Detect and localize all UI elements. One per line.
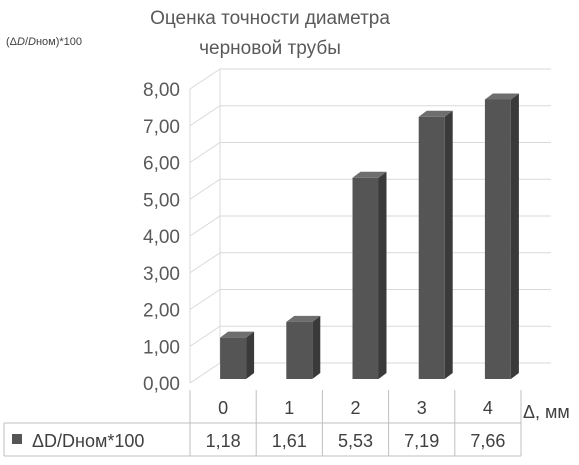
- bar-top: [418, 110, 453, 117]
- y-tick-label: 5,00: [143, 190, 180, 211]
- data-table-value: 7,66: [470, 431, 505, 451]
- x-tick-label: 1: [284, 398, 294, 418]
- data-table-value: 7,19: [404, 431, 439, 451]
- gridline: [189, 68, 551, 90]
- x-tick-label: 4: [483, 398, 493, 418]
- x-tick-label: 0: [218, 398, 228, 418]
- chart-title-line-2: черновой трубы: [199, 38, 341, 59]
- chart-title-line-1: Оценка точности диаметра: [150, 8, 390, 29]
- legend-swatch: [12, 434, 22, 444]
- y-axis-label: (ΔD/Dном)*100: [6, 36, 82, 48]
- data-table-value: 1,61: [272, 431, 307, 451]
- bar: [220, 337, 247, 379]
- bar-top: [352, 171, 387, 178]
- bar: [418, 116, 445, 379]
- bar: [352, 177, 379, 379]
- chart-title: Оценка точности диаметра черновой трубы: [120, 4, 420, 64]
- x-tick-label: 3: [417, 398, 427, 418]
- data-table-value: 1,18: [206, 431, 241, 451]
- y-axis-label-d2: D: [28, 36, 36, 48]
- bar-side: [312, 315, 321, 379]
- y-tick-label: 2,00: [143, 301, 180, 322]
- y-axis-label-slash: /: [24, 36, 29, 48]
- bar-top: [484, 93, 519, 100]
- bar: [484, 99, 511, 380]
- bar-side: [444, 110, 453, 379]
- x-axis-label: Δ, мм: [523, 402, 570, 422]
- y-axis-label-tail: ном)*100: [35, 36, 83, 48]
- bar-top: [220, 331, 255, 338]
- y-tick-label: 3,00: [143, 264, 180, 285]
- data-table-value: 5,53: [338, 431, 373, 451]
- legend-label: ΔD/Dном*100: [32, 431, 144, 451]
- bar-top: [286, 315, 321, 322]
- bar-side: [246, 331, 255, 379]
- x-tick-label: 2: [350, 398, 360, 418]
- y-tick-label: 6,00: [143, 154, 180, 175]
- y-tick-label: 0,00: [143, 374, 180, 395]
- y-tick-label: 7,00: [143, 117, 180, 138]
- y-tick-label: 1,00: [143, 337, 180, 358]
- bar: [286, 321, 313, 379]
- y-tick-label: 4,00: [143, 227, 180, 248]
- bar-side: [378, 171, 387, 379]
- y-axis-label-open: (Δ: [6, 36, 18, 48]
- y-tick-label: 8,00: [143, 80, 180, 101]
- y-axis-label-d1: D: [17, 36, 25, 48]
- bar-side: [510, 93, 519, 380]
